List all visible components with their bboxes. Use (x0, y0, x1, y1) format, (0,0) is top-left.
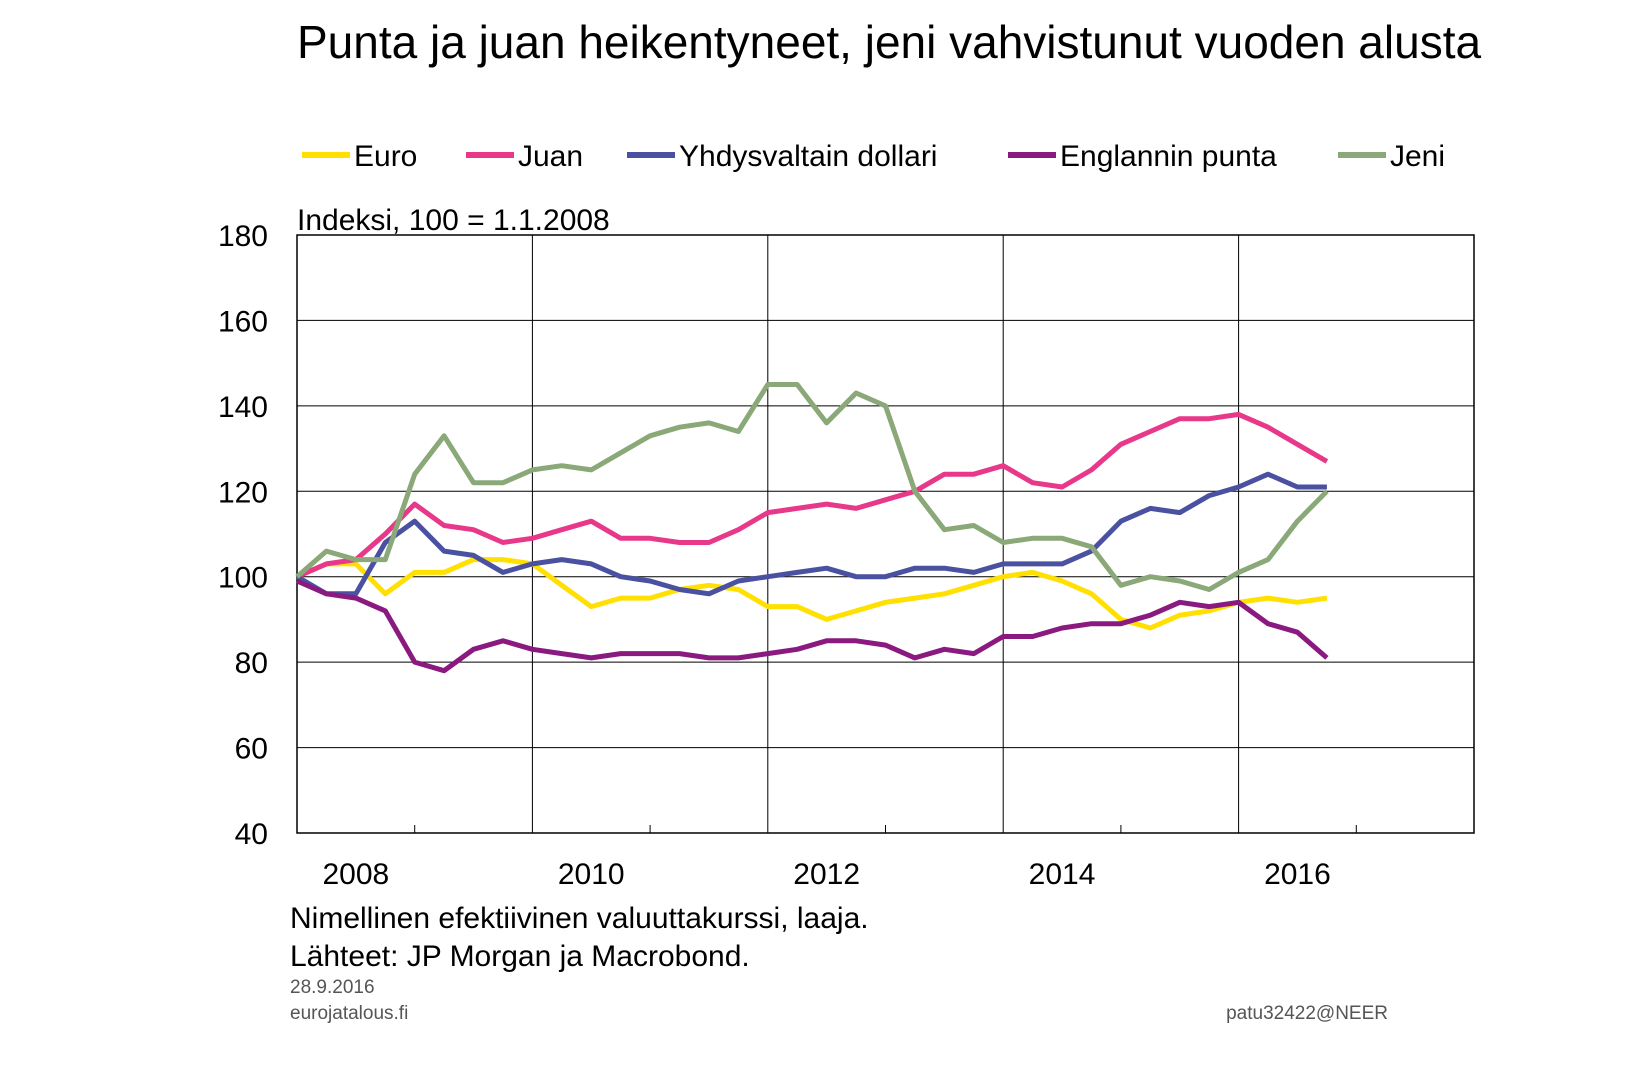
series-line (296, 557, 1328, 631)
legend-label: Juan (518, 140, 583, 173)
y-axis-label: Indeksi, 100 = 1.1.2008 (297, 204, 610, 237)
note: Lähteet: JP Morgan ja Macrobond. (290, 940, 750, 973)
x-tick-label: 2008 (322, 858, 389, 891)
x-tick-label: 2012 (793, 858, 860, 891)
series-line (296, 411, 1329, 579)
y-tick-label: 140 (218, 391, 268, 424)
series-line (295, 382, 1329, 592)
plot-frame (296, 234, 1475, 834)
legend-label: Euro (354, 140, 417, 173)
y-tick-label: 160 (218, 305, 268, 338)
x-tick-label: 2016 (1264, 858, 1331, 891)
series-line (296, 578, 1329, 674)
y-tick-label: 120 (218, 476, 268, 509)
series-line (295, 471, 1327, 597)
date: 28.9.2016 (290, 977, 375, 998)
chart-title: Punta ja juan heikentyneet, jeni vahvist… (297, 16, 1481, 68)
x-tick-label: 2014 (1029, 858, 1096, 891)
y-tick-label: 80 (235, 647, 268, 680)
legend-label: Englannin punta (1060, 140, 1277, 173)
note: Nimellinen efektiivinen valuuttakurssi, … (290, 902, 869, 935)
y-tick-label: 100 (218, 562, 268, 595)
y-tick-label: 60 (235, 733, 268, 766)
y-tick-label: 180 (218, 220, 268, 253)
legend-label: Jeni (1390, 140, 1445, 173)
y-tick-label: 40 (235, 818, 268, 851)
x-tick-label: 2010 (558, 858, 625, 891)
code: patu32422@NEER (1226, 1003, 1388, 1024)
legend-label: Yhdysvaltain dollari (679, 140, 937, 173)
site: eurojatalous.fi (290, 1003, 408, 1024)
